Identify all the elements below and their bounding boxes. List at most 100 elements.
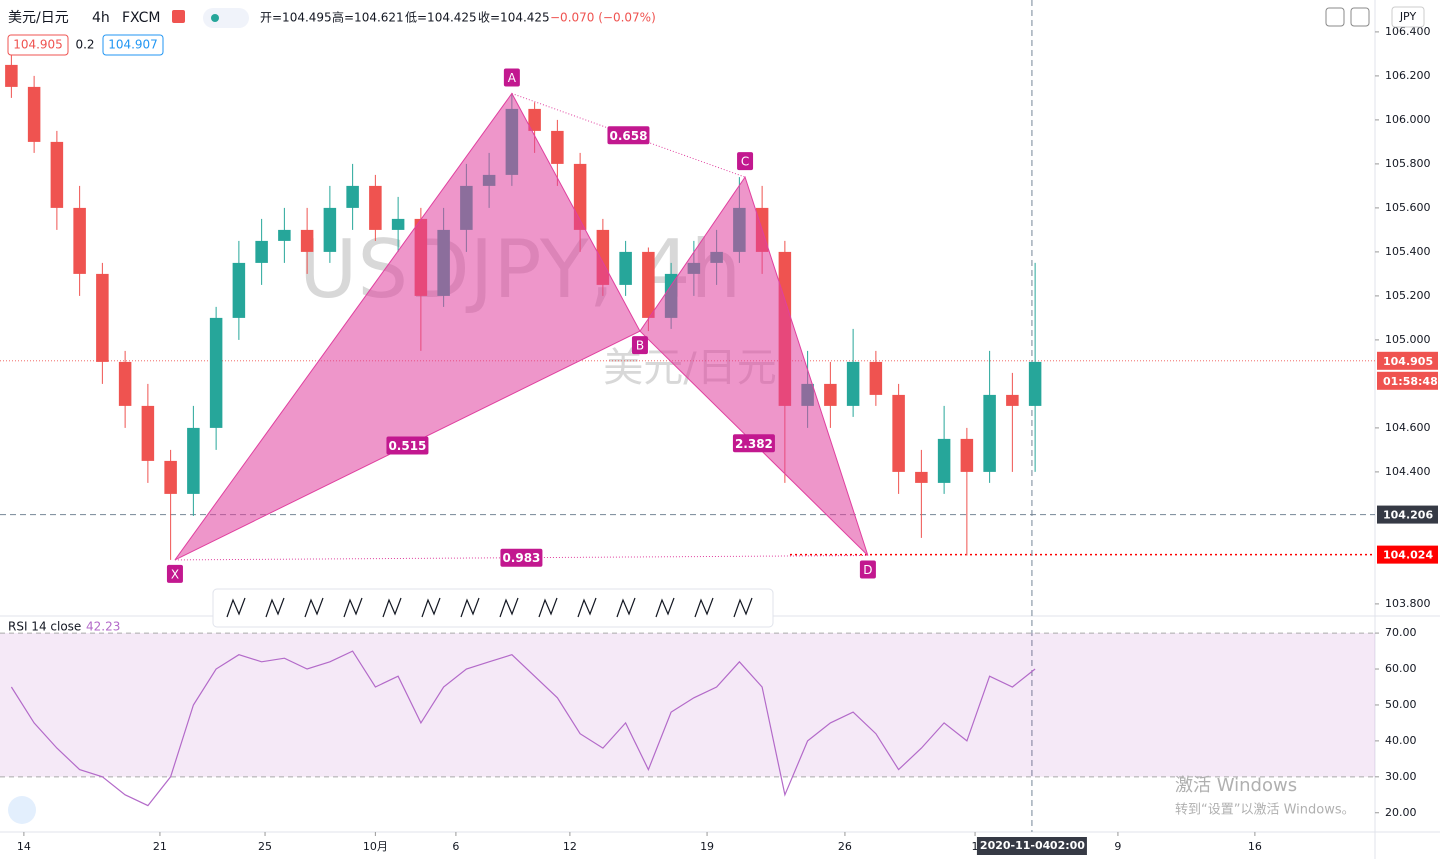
candle-body (937, 438, 951, 483)
x-tick-label: 21 (153, 840, 167, 853)
candle-body (824, 383, 837, 406)
tool-icon (577, 597, 597, 618)
bid-box[interactable] (7, 34, 69, 56)
y-tick-label: 104.400 (1385, 465, 1431, 478)
x-tick-label: 10月 (363, 840, 388, 853)
candle-body (209, 317, 223, 428)
candle-body (50, 141, 64, 208)
y-tick-label: 106.400 (1385, 25, 1431, 38)
point-box (631, 336, 648, 355)
last-price: 104.905 (1383, 355, 1433, 368)
x-tick-label: 9 (1114, 840, 1121, 853)
maximize-button[interactable] (1350, 7, 1370, 27)
status-pill[interactable] (203, 8, 249, 28)
candle-body (391, 218, 405, 230)
tool-icon (343, 597, 363, 618)
date-box (976, 837, 1087, 855)
countdown-box (1377, 371, 1438, 390)
rsi-y-tick-label: 70.00 (1385, 626, 1417, 639)
candle-body (5, 64, 18, 87)
candle-body (1006, 394, 1019, 406)
x-tick-label: 26 (838, 840, 852, 853)
ratio-label: 0.515 (388, 439, 426, 453)
candle-body (346, 185, 359, 208)
rsi-title: RSI 14 close (8, 620, 81, 634)
bid: 104.905 (13, 38, 63, 52)
x-tick-label: 12 (563, 840, 577, 853)
tool-icon (265, 597, 285, 618)
ohlc-value: 低=104.425 (405, 11, 477, 25)
y-tick-label: 105.200 (1385, 289, 1431, 302)
x-tick-label: 19 (700, 840, 714, 853)
candle-body (915, 471, 928, 483)
candle-body (187, 427, 200, 494)
point-label: X (171, 567, 179, 581)
candle-body (892, 394, 905, 472)
flag-icon[interactable] (172, 10, 185, 23)
currency-box[interactable] (1391, 6, 1425, 28)
candle-body (960, 438, 974, 472)
x-tick-label: 1 (972, 840, 979, 853)
currency: JPY (1399, 10, 1417, 23)
candle-body (619, 251, 632, 285)
candle-body (869, 361, 883, 395)
x-tick-label: 16 (1248, 840, 1262, 853)
y-tick-label: 103.800 (1385, 597, 1431, 610)
y-tick-label: 106.000 (1385, 113, 1431, 126)
candle-body (369, 185, 382, 230)
candle-body (1028, 361, 1042, 406)
ratio-label: 0.658 (609, 129, 647, 143)
rsi-y-tick-label: 40.00 (1385, 734, 1417, 747)
toolbar (212, 588, 774, 628)
rsi-line (10, 650, 1036, 807)
collapse-button[interactable] (1325, 7, 1345, 27)
tool-icon (304, 597, 324, 618)
tool-icon (226, 597, 246, 618)
drawing-toolbar (212, 588, 774, 628)
ohlc-value: 高=104.621 (332, 10, 404, 25)
alert-price: 104.024 (1383, 549, 1433, 562)
ask: 104.907 (108, 38, 158, 52)
ohlc-value: 开=104.495 (260, 11, 332, 25)
y-tick-label: 105.400 (1385, 245, 1431, 258)
tool-icon (460, 597, 480, 618)
logo[interactable] (8, 796, 36, 824)
crosshair-time: 02:00 (1050, 839, 1085, 852)
activate-title: 激活 Windows (1175, 775, 1297, 796)
symbol: 美元/日元 (8, 10, 69, 26)
y-tick-label: 105.600 (1385, 201, 1431, 214)
candle-body (300, 229, 314, 252)
spread: 0.2 (75, 38, 94, 52)
candle-body (96, 273, 109, 362)
point-box (737, 152, 754, 171)
point-label: A (508, 71, 517, 85)
crosshair-price: 104.206 (1383, 509, 1433, 522)
last-price-box (1377, 351, 1438, 370)
candle-body (278, 229, 291, 241)
header: 美元/日元 4h FXCM JPY 104.905 0.2 104.907 开=… (7, 6, 1425, 56)
status-dot (211, 14, 219, 22)
ask-box[interactable] (102, 34, 164, 56)
rsi-last: 42.23 (86, 620, 120, 634)
rsi-y-tick-label: 20.00 (1385, 806, 1417, 819)
point-label: C (741, 155, 749, 169)
y-tick-label: 104.600 (1385, 421, 1431, 434)
x-tick-label: 25 (258, 840, 272, 853)
rsi-band (0, 633, 1375, 777)
candle-body (255, 240, 268, 263)
candle-body (846, 361, 860, 406)
candle-body (164, 460, 177, 494)
candle-body (551, 130, 564, 164)
y-tick-label: 105.800 (1385, 157, 1431, 170)
y-tick-label: 105.000 (1385, 333, 1431, 346)
point-label: D (863, 563, 872, 577)
ratio-box (732, 434, 775, 453)
tool-icon (538, 597, 558, 618)
rsi-y-tick-label: 60.00 (1385, 662, 1417, 675)
tool-icon (733, 597, 753, 618)
point-label: B (636, 339, 644, 353)
y-tick-label: 106.200 (1385, 69, 1431, 82)
